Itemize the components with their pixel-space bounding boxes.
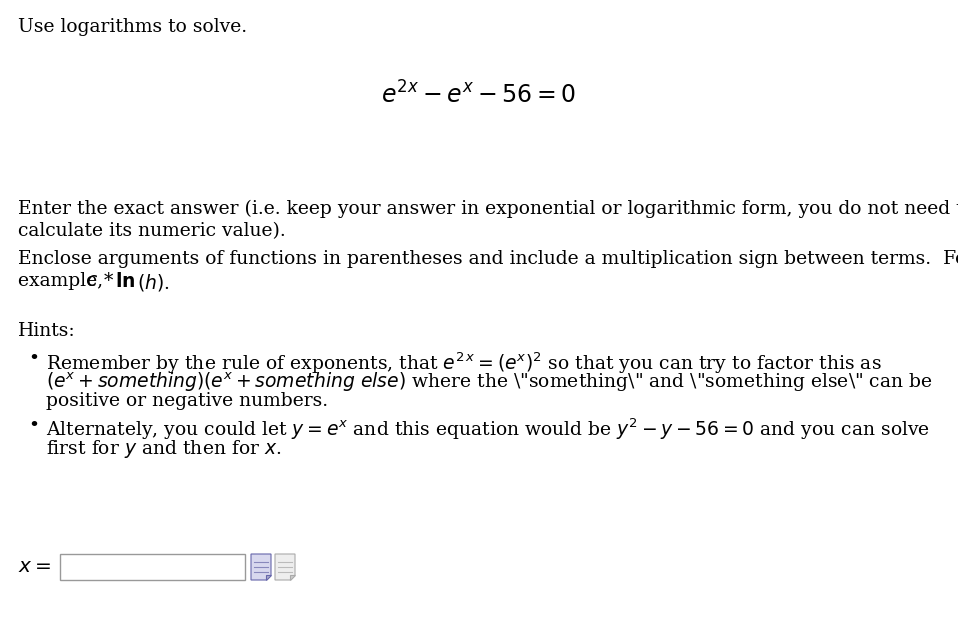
Text: $\mathbf{ln}$: $\mathbf{ln}$ [115, 272, 135, 291]
Text: •: • [28, 350, 39, 368]
Polygon shape [266, 575, 271, 580]
Polygon shape [275, 554, 295, 580]
Text: Enter the exact answer (i.e. keep your answer in exponential or logarithmic form: Enter the exact answer (i.e. keep your a… [18, 200, 958, 219]
Text: Enclose arguments of functions in parentheses and include a multiplication sign : Enclose arguments of functions in parent… [18, 250, 958, 268]
Text: Remember by the rule of exponents, that $e^{2\,x} = (e^{x})^2$ so that you can t: Remember by the rule of exponents, that … [46, 350, 881, 376]
Text: first for $y$ and then for $x$.: first for $y$ and then for $x$. [46, 438, 282, 460]
Text: $x =$: $x =$ [18, 558, 51, 576]
FancyBboxPatch shape [60, 554, 245, 580]
Text: calculate its numeric value).: calculate its numeric value). [18, 222, 285, 240]
Polygon shape [251, 554, 271, 580]
Text: Use logarithms to solve.: Use logarithms to solve. [18, 18, 247, 36]
Polygon shape [290, 575, 295, 580]
Text: Alternately, you could let $y = e^{x}$ and this equation would be $y^{2} - y - 5: Alternately, you could let $y = e^{x}$ a… [46, 417, 930, 443]
Text: positive or negative numbers.: positive or negative numbers. [46, 392, 329, 410]
Text: Hints:: Hints: [18, 322, 76, 340]
Text: $(e^{x} + \mathit{something})(e^{x} + \mathit{something\ else})$ where the \"som: $(e^{x} + \mathit{something})(e^{x} + \m… [46, 371, 933, 394]
Text: $c$: $c$ [86, 272, 98, 290]
Text: $(h)$.: $(h)$. [137, 272, 170, 293]
Text: *: * [98, 272, 120, 290]
Text: example,: example, [18, 272, 109, 290]
Text: •: • [28, 417, 39, 435]
Text: $e^{2x} - e^{x} - 56 = 0$: $e^{2x} - e^{x} - 56 = 0$ [381, 82, 577, 108]
